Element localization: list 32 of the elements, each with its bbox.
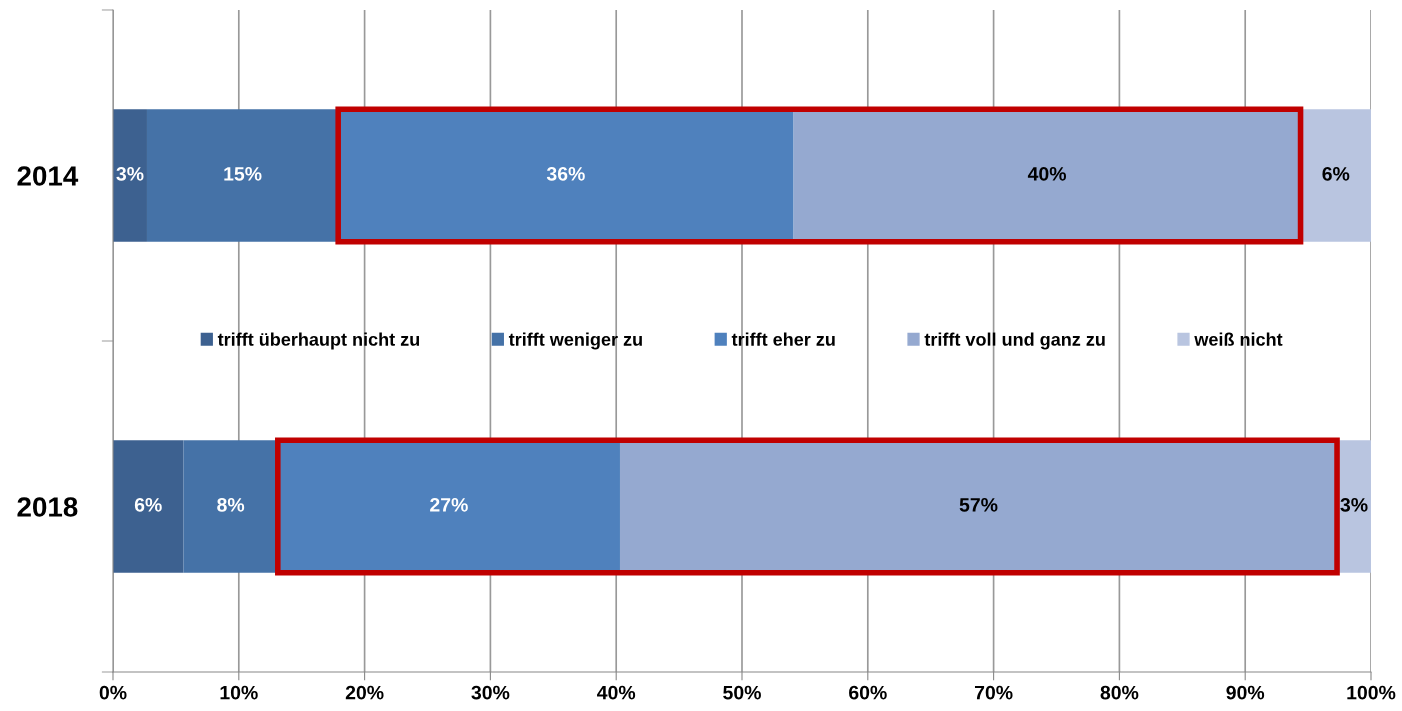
x-tick-label: 20% <box>345 685 384 700</box>
x-tick-label: 80% <box>1100 685 1139 700</box>
x-tick-label: 100% <box>1347 685 1396 700</box>
x-tick-label: 60% <box>849 685 887 700</box>
x-tick-label: 10% <box>220 685 258 700</box>
bar <box>1300 109 1371 242</box>
bar <box>113 440 184 573</box>
data-label: 36% <box>546 166 585 181</box>
data-label: 40% <box>1027 166 1067 181</box>
bar <box>113 109 147 242</box>
legend-label: trifft weniger zu <box>508 332 642 350</box>
legend-label: trifft überhaupt nicht zu <box>217 332 420 350</box>
data-label: 3% <box>116 166 144 181</box>
x-tick-label: 90% <box>1226 685 1265 700</box>
data-label: 3% <box>1340 497 1368 512</box>
legend-label: trifft eher zu <box>731 332 835 346</box>
x-tick-label: 40% <box>597 685 636 700</box>
data-label: 15% <box>224 167 262 181</box>
data-label: 57% <box>959 498 998 512</box>
y-tick-label: 2014 <box>17 166 79 186</box>
data-label: 6% <box>1322 166 1350 181</box>
data-label: 8% <box>217 497 245 512</box>
y-tick-label: 2018 <box>17 497 78 517</box>
bar <box>183 440 278 573</box>
data-label: 27% <box>430 497 468 512</box>
legend-label: weiß nicht <box>1194 332 1283 346</box>
data-label: 6% <box>134 497 162 512</box>
x-tick-label: 30% <box>471 685 510 700</box>
legend-label: trifft voll und ganz zu <box>924 332 1105 350</box>
x-tick-label: 0% <box>99 685 127 700</box>
x-tick-label: 50% <box>723 685 761 700</box>
x-tick-label: 70% <box>974 685 1013 700</box>
